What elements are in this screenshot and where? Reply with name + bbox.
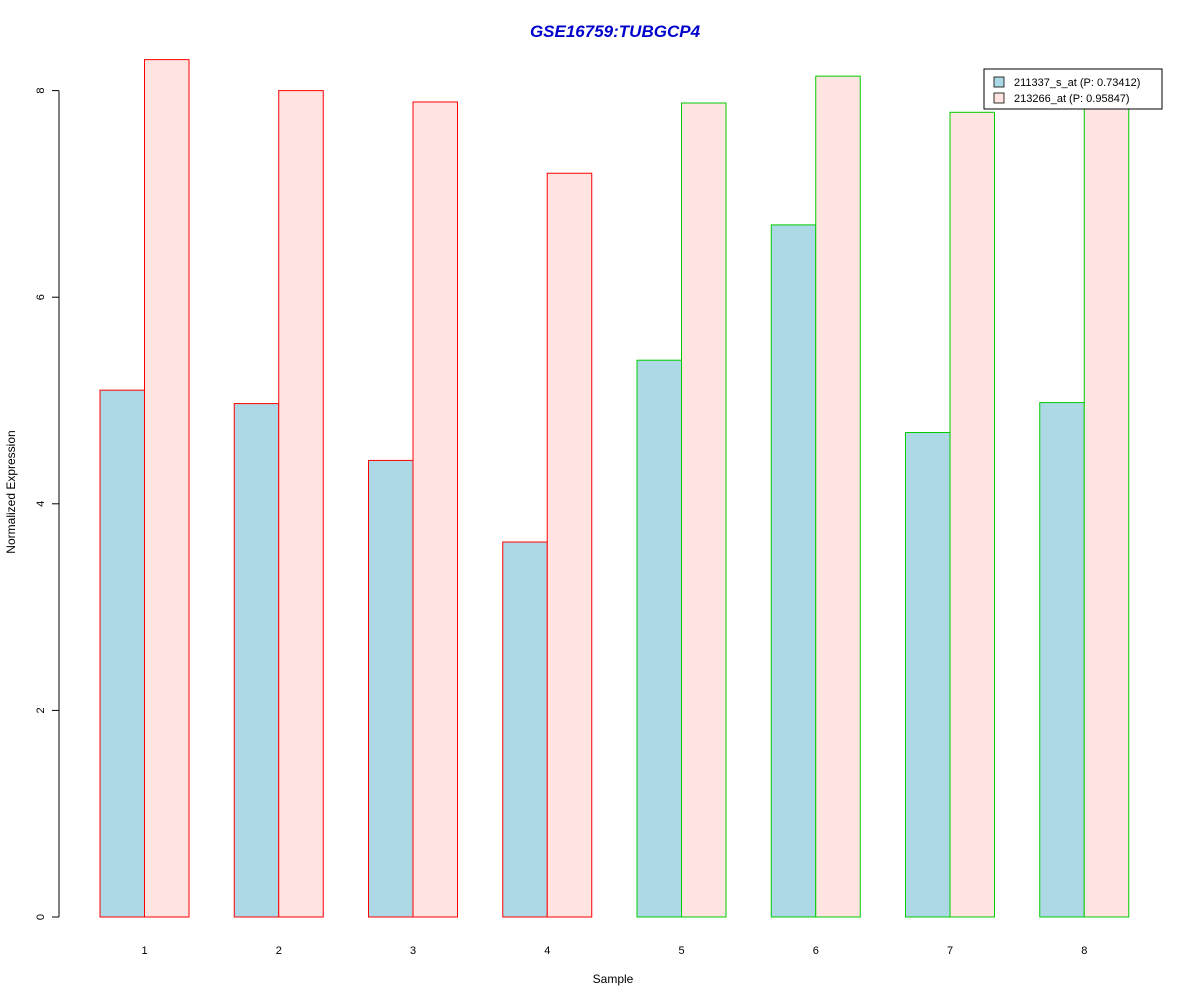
bar-s2-sample-7 — [949, 111, 995, 918]
bar-s2-sample-2 — [278, 90, 324, 918]
legend-swatch-2 — [993, 92, 1005, 104]
x-tick-label-2: 2 — [276, 945, 282, 957]
bar-s1-sample-4 — [502, 541, 548, 918]
bar-s2-sample-5 — [681, 102, 727, 918]
legend-box — [983, 68, 1163, 110]
bar-s2-sample-6 — [815, 75, 861, 918]
bars-group — [99, 59, 1130, 918]
legend-label-1: 211337_s_at (P: 0.73412) — [1014, 77, 1140, 89]
chart-title: GSE16759:TUBGCP4 — [530, 22, 701, 41]
legend: 211337_s_at (P: 0.73412) 213266_at (P: 0.… — [983, 68, 1163, 110]
y-tick-label-0: 0 — [35, 914, 47, 920]
x-axis: 1 2 3 4 5 6 7 8 — [141, 945, 1087, 957]
bar-s1-sample-8 — [1039, 402, 1085, 918]
x-tick-label-5: 5 — [678, 945, 684, 957]
y-axis-title: Normalized Expression — [4, 430, 18, 553]
x-tick-label-4: 4 — [544, 945, 550, 957]
legend-label-2: 213266_at (P: 0.95847) — [1014, 93, 1130, 105]
bar-s1-sample-3 — [368, 459, 414, 918]
y-tick-label-4: 8 — [35, 88, 47, 94]
x-tick-label-3: 3 — [410, 945, 416, 957]
bar-s2-sample-8 — [1083, 92, 1130, 918]
y-tick-label-1: 2 — [35, 707, 47, 713]
bar-s2-sample-4 — [546, 172, 593, 918]
y-axis: 0 2 4 6 8 — [35, 88, 60, 920]
bar-s1-sample-7 — [905, 432, 951, 918]
bar-s2-sample-1 — [144, 59, 190, 918]
bar-s2-sample-3 — [412, 101, 458, 918]
x-tick-label-7: 7 — [947, 945, 953, 957]
x-tick-label-6: 6 — [813, 945, 819, 957]
bar-s1-sample-2 — [233, 403, 280, 918]
bar-s1-sample-6 — [770, 224, 817, 918]
x-tick-label-8: 8 — [1081, 945, 1087, 957]
x-axis-title: Sample — [593, 972, 634, 986]
y-tick-label-3: 6 — [35, 294, 47, 300]
x-tick-label-1: 1 — [141, 945, 147, 957]
y-tick-label-2: 4 — [35, 501, 47, 507]
bar-s1-sample-5 — [636, 359, 682, 918]
legend-swatch-1 — [993, 76, 1005, 88]
bar-s1-sample-1 — [99, 389, 145, 918]
